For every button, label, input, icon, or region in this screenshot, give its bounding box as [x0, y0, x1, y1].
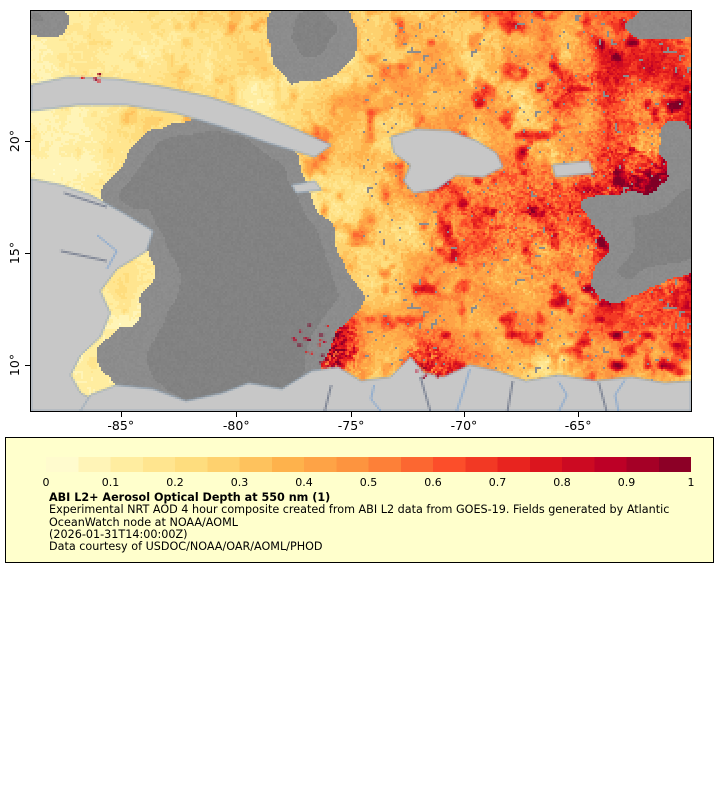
- x-axis-tick: [351, 412, 353, 417]
- colorbar: [46, 457, 691, 472]
- legend-courtesy: Data courtesy of USDOC/NOAA/OAR/AOML/PHO…: [49, 540, 323, 554]
- x-axis-label: -70°: [450, 418, 478, 433]
- x-axis-tick: [236, 412, 238, 417]
- colorbar-tick-label: 0.4: [295, 476, 313, 489]
- x-axis-label: -65°: [564, 418, 592, 433]
- aod-map-canvas: [31, 11, 691, 411]
- y-axis-tick: [25, 141, 30, 142]
- colorbar-tick-label: 0.5: [359, 476, 378, 489]
- legend-panel: 0 0.1 0.2 0.3 0.4 0.5 0.6 0.7 0.8 0.9 1 ABI L2+ Ae…: [5, 437, 714, 563]
- map-frame: [30, 10, 692, 412]
- colorbar-tick-label: 0.2: [166, 476, 184, 489]
- colorbar-tick-label: 0.9: [617, 476, 636, 489]
- legend-title: ABI L2+ Aerosol Optical Depth at 550 nm …: [49, 491, 331, 504]
- legend-text: ABI L2+ Aerosol Optical Depth at 550 nm …: [49, 491, 670, 554]
- legend-timestamp: (2026-01-31T14:00:00Z): [49, 527, 188, 541]
- colorbar-tick-label: 0.1: [101, 476, 120, 489]
- x-axis-tick: [578, 412, 580, 417]
- colorbar-tick-label: 0.8: [553, 476, 571, 489]
- colorbar-tick-label: 0.6: [424, 476, 442, 489]
- x-axis-tick: [120, 412, 122, 417]
- y-axis-label: 10°: [7, 353, 22, 377]
- y-axis-tick: [25, 365, 30, 366]
- x-axis-label: -75°: [337, 418, 365, 433]
- x-axis-tick: [463, 412, 465, 417]
- colorbar-tick-label: 1: [687, 476, 695, 489]
- y-axis-label: 15°: [7, 241, 22, 265]
- legend-description-2: OceanWatch node at NOAA/AOML: [49, 515, 238, 529]
- colorbar-tick-label: 0: [42, 476, 50, 489]
- y-axis-label: 20°: [7, 129, 22, 153]
- colorbar-tick-labels: 0 0.1 0.2 0.3 0.4 0.5 0.6 0.7 0.8 0.9 1: [42, 476, 695, 489]
- y-axis-tick: [25, 253, 30, 254]
- legend-description-1: Experimental NRT AOD 4 hour composite cr…: [49, 503, 670, 517]
- colorbar-tick-label: 0.3: [230, 476, 249, 489]
- x-axis-label: -80°: [222, 418, 250, 433]
- x-axis-label: -85°: [107, 418, 135, 433]
- colorbar-tick-label: 0.7: [488, 476, 507, 489]
